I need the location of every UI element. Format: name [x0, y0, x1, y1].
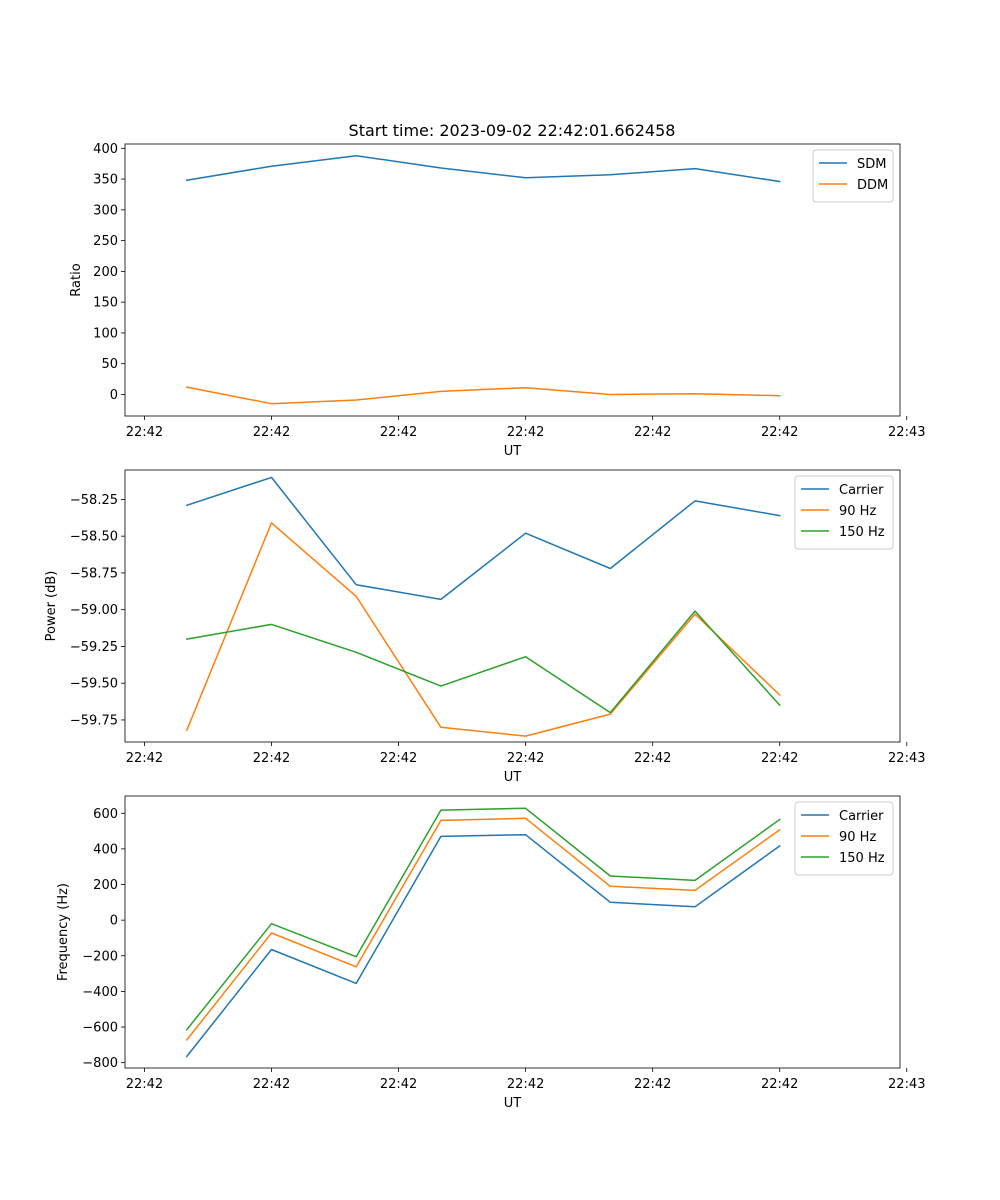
y-tick-label: 150 [93, 296, 118, 311]
y-tick-label: 0 [110, 914, 118, 929]
y-tick-label: 300 [93, 203, 118, 218]
y-tick-label: 400 [93, 142, 118, 157]
axes-frame [124, 469, 901, 743]
x-tick-label: 22:43 [888, 1077, 925, 1092]
legend: Carrier 90 Hz 150 Hz [794, 801, 894, 876]
x-tick-label: 22:42 [253, 425, 290, 440]
axes-frame [124, 143, 901, 417]
legend-label: 90 Hz [839, 504, 876, 519]
y-axis-label: Ratio [69, 263, 84, 296]
series-line-150-hz [185, 807, 781, 1031]
y-tick-label: 600 [93, 807, 118, 822]
x-tick-label: 22:42 [634, 751, 671, 766]
ratio-panel: 22:42 22:42 22:42 22:42 22:42 22:42 22:43 0 50 10… [69, 142, 926, 459]
legend-label: Carrier [839, 809, 884, 824]
legend: Carrier 90 Hz 150 Hz [794, 475, 894, 550]
y-tick-label: 400 [93, 842, 118, 857]
y-tick-label: −600 [82, 1021, 118, 1036]
y-tick-label: −200 [82, 949, 118, 964]
series-line-ddm [185, 386, 781, 405]
x-tick-label: 22:42 [380, 1077, 417, 1092]
x-tick-label: 22:42 [634, 425, 671, 440]
y-tick-label: −59.00 [70, 603, 118, 618]
x-tick-label: 22:42 [507, 1077, 544, 1092]
series-line-carrier [185, 833, 781, 1058]
x-tick-label: 22:42 [126, 1077, 163, 1092]
x-axis-label: UT [504, 1096, 522, 1111]
x-tick-label: 22:42 [253, 751, 290, 766]
x-tick-label: 22:43 [888, 425, 925, 440]
x-axis-label: UT [504, 444, 522, 459]
power-panel: 22:42 22:42 22:42 22:42 22:42 22:42 22:43 −59.7… [44, 469, 926, 785]
x-tick-label: 22:42 [380, 751, 417, 766]
y-tick-label: 200 [93, 265, 118, 280]
x-tick-label: 22:42 [126, 425, 163, 440]
legend: SDM DDM [812, 149, 894, 203]
series-line-carrier [185, 476, 781, 601]
legend-label: 90 Hz [839, 830, 876, 845]
x-tick-label: 22:42 [634, 1077, 671, 1092]
y-tick-label: −59.75 [70, 713, 118, 728]
y-tick-label: −58.50 [70, 530, 118, 545]
y-tick-label: 50 [101, 357, 118, 372]
series-line-150-hz [185, 610, 781, 714]
y-tick-label: −59.25 [70, 640, 118, 655]
frequency-panel: 22:42 22:42 22:42 22:42 22:42 22:42 22:43 −800 −… [56, 795, 926, 1111]
x-axis-label: UT [504, 770, 522, 785]
x-tick-label: 22:42 [126, 751, 163, 766]
figure-title: Start time: 2023-09-02 22:42:01.662458 [349, 121, 676, 140]
x-tick-label: 22:42 [761, 1077, 798, 1092]
y-axis-label: Frequency (Hz) [56, 883, 71, 981]
y-tick-label: 200 [93, 878, 118, 893]
x-tick-label: 22:42 [253, 1077, 290, 1092]
x-tick-label: 22:43 [888, 751, 925, 766]
series-line-90-hz [185, 817, 781, 1041]
y-tick-label: −800 [82, 1056, 118, 1071]
y-tick-label: 350 [93, 173, 118, 188]
y-tick-label: −59.50 [70, 677, 118, 692]
y-tick-label: 100 [93, 326, 118, 341]
series-line-sdm [185, 154, 781, 183]
y-tick-label: −400 [82, 985, 118, 1000]
x-tick-label: 22:42 [507, 751, 544, 766]
x-tick-label: 22:42 [761, 425, 798, 440]
legend-label: 150 Hz [839, 851, 885, 866]
x-tick-label: 22:42 [507, 425, 544, 440]
y-axis-label: Power (dB) [44, 571, 59, 642]
y-tick-label: 250 [93, 234, 118, 249]
y-tick-label: −58.25 [70, 493, 118, 508]
legend-label: 150 Hz [839, 525, 885, 540]
y-tick-label: 0 [110, 388, 118, 403]
y-tick-label: −58.75 [70, 566, 118, 581]
x-tick-label: 22:42 [761, 751, 798, 766]
x-tick-label: 22:42 [380, 425, 417, 440]
legend-label: Carrier [839, 483, 884, 498]
axes-frame [124, 795, 901, 1069]
legend-label: SDM [857, 157, 886, 172]
legend-label: DDM [857, 178, 888, 193]
series-line-90-hz [185, 522, 781, 737]
